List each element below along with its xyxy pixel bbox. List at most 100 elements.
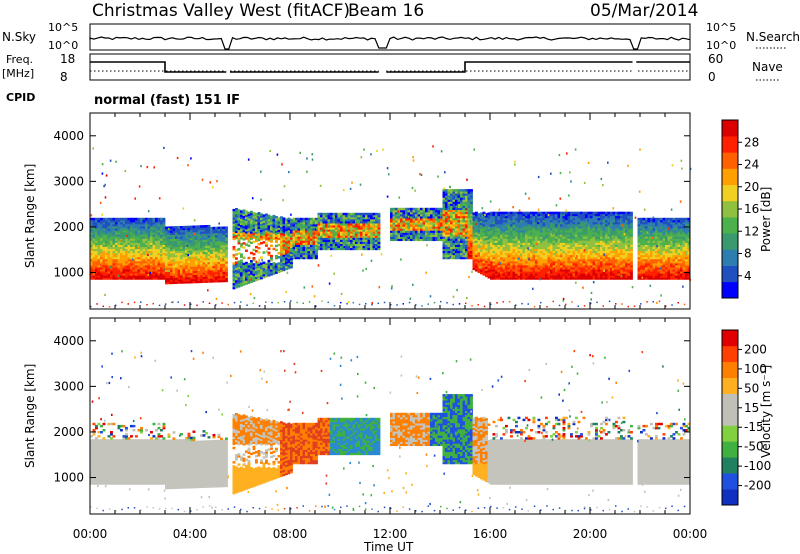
power-cell xyxy=(340,237,343,240)
power-cell xyxy=(405,220,408,223)
power-cell xyxy=(225,263,228,266)
power-cell xyxy=(272,268,276,271)
power-cell xyxy=(95,250,98,254)
power-cell xyxy=(532,213,536,217)
power-cell xyxy=(115,244,118,247)
power-cell xyxy=(147,246,151,250)
power-cell xyxy=(132,273,136,276)
power-cell xyxy=(150,232,153,235)
power-cell xyxy=(542,246,546,250)
power-cell xyxy=(125,275,128,278)
power-cell xyxy=(97,269,101,272)
power-cell xyxy=(400,220,403,223)
power-cell xyxy=(502,263,506,266)
power-cell xyxy=(267,253,271,257)
power-cell xyxy=(340,235,343,238)
power-cell xyxy=(150,275,153,278)
power-cell xyxy=(435,224,438,227)
power-cell xyxy=(290,235,293,238)
power-cell xyxy=(535,258,538,262)
power-cell xyxy=(517,219,521,223)
power-cell xyxy=(525,275,528,278)
power-cell xyxy=(337,216,341,220)
power-cell xyxy=(337,227,341,230)
power-cell xyxy=(300,240,303,243)
power-cell xyxy=(185,281,188,284)
power-cell xyxy=(200,243,203,247)
power-cell xyxy=(172,267,176,270)
power-cell xyxy=(552,265,556,268)
power-cell xyxy=(530,221,533,225)
power-cell xyxy=(122,224,126,227)
power-cell xyxy=(260,272,263,276)
power-cell xyxy=(347,241,351,244)
power-cell xyxy=(497,250,501,254)
power-cell xyxy=(575,219,578,223)
power-cell xyxy=(162,246,166,250)
power-cell xyxy=(375,237,378,240)
power-cell xyxy=(135,273,138,276)
power-cell xyxy=(447,250,451,254)
power-cell xyxy=(152,230,156,233)
power-cell xyxy=(535,240,538,243)
power-cell xyxy=(205,257,208,261)
power-cell xyxy=(477,270,481,273)
power-cell xyxy=(172,252,176,256)
power-cell xyxy=(92,221,96,225)
power-cell xyxy=(490,265,493,268)
power-cell xyxy=(555,211,558,215)
power-cell xyxy=(422,218,426,221)
power-cell xyxy=(315,242,318,245)
power-cell xyxy=(267,233,271,236)
power-cell xyxy=(90,230,93,233)
power-cell xyxy=(525,260,528,264)
power-cell xyxy=(510,265,513,268)
power-cell xyxy=(152,248,156,252)
power-cell xyxy=(240,265,243,269)
power-cell xyxy=(97,244,101,247)
power-cell xyxy=(175,252,178,256)
power-cell xyxy=(375,233,378,236)
power-cell xyxy=(212,278,216,281)
power-cell xyxy=(217,280,221,283)
power-cell xyxy=(497,244,501,247)
power-cell xyxy=(362,233,366,236)
power-cell xyxy=(422,222,426,225)
power-cell xyxy=(490,260,493,264)
power-cell xyxy=(135,219,138,223)
power-cell xyxy=(502,277,506,280)
power-cell xyxy=(367,233,371,236)
power-cell xyxy=(312,250,316,254)
power-cell xyxy=(535,211,538,215)
power-cell xyxy=(297,244,301,247)
power-cell xyxy=(540,271,543,274)
power-cell xyxy=(175,240,178,243)
power-cell xyxy=(177,244,181,247)
power-cell xyxy=(395,211,398,215)
power-cell xyxy=(555,275,558,278)
power-cell xyxy=(492,213,496,217)
power-cell xyxy=(477,237,481,241)
power-cell xyxy=(332,247,336,251)
power-cell xyxy=(360,219,363,222)
power-cell xyxy=(165,242,168,246)
power-cell xyxy=(177,275,181,278)
power-cell xyxy=(557,254,561,258)
power-cell xyxy=(327,214,331,218)
power-cell xyxy=(237,262,241,265)
power-cell xyxy=(525,256,528,260)
power-cell xyxy=(125,221,128,225)
power-cell xyxy=(212,247,216,250)
power-cell xyxy=(125,248,128,252)
power-cell xyxy=(162,252,166,256)
power-cell xyxy=(240,237,243,240)
power-cell xyxy=(170,240,173,244)
power-cell xyxy=(530,211,533,215)
power-cell xyxy=(132,240,136,243)
power-cell xyxy=(212,255,216,258)
power-cell xyxy=(485,215,488,218)
power-cell xyxy=(282,256,286,259)
power-cell xyxy=(185,246,188,249)
power-cell xyxy=(287,256,291,260)
power-cell xyxy=(470,244,473,247)
